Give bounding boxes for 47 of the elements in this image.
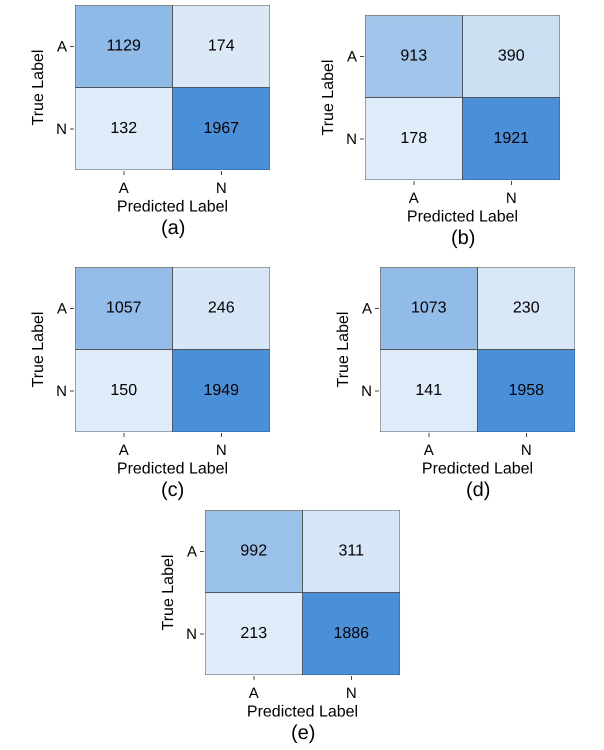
x-axis-title: Predicted Label: [116, 198, 228, 216]
data-label: 150: [110, 382, 138, 399]
x-axis-title: Predicted Label: [422, 460, 534, 478]
text: (d): [466, 479, 490, 501]
text: (e): [291, 722, 316, 744]
y-axis-title: True Label: [335, 312, 352, 388]
data-label: 178: [400, 130, 428, 147]
data-label: 1129: [106, 37, 142, 54]
y-tick-label: N: [56, 383, 67, 400]
data-label: 390: [498, 47, 525, 64]
y-axis-title: True Label: [320, 60, 338, 136]
data-label: 1057: [106, 299, 142, 316]
x-tick-label: N: [216, 180, 227, 197]
y-axis-title: True Label: [160, 554, 178, 630]
data-label: 230: [512, 299, 540, 316]
x-tick-label: A: [118, 180, 129, 197]
data-label: 132: [110, 120, 138, 137]
x-tick-label: A: [408, 190, 419, 207]
y-tick-label: A: [56, 300, 67, 318]
data-label: 1967: [203, 120, 240, 137]
data-label: 141: [415, 382, 442, 399]
data-label: 246: [208, 299, 235, 316]
text: (a): [161, 217, 186, 239]
y-axis-title: True Label: [30, 50, 48, 126]
data-label: 311: [338, 542, 364, 560]
x-axis-title: Predicted Label: [406, 208, 518, 226]
text: (b): [451, 227, 476, 249]
data-label: 992: [240, 542, 268, 560]
data-label: 213: [240, 624, 268, 642]
x-axis-title: Predicted Label: [116, 460, 228, 478]
y-axis-title: True Label: [30, 312, 48, 388]
data-label: 174: [208, 37, 235, 54]
data-label: 1073: [410, 299, 447, 316]
y-tick-label: A: [56, 38, 67, 56]
x-tick-label: A: [424, 442, 434, 459]
data-label: 1921: [493, 130, 530, 147]
x-tick-label: N: [520, 442, 532, 459]
data-label: 1949: [203, 382, 240, 399]
data-label: 1958: [508, 382, 544, 399]
x-axis-title: Predicted Label: [246, 704, 358, 721]
data-label: 913: [400, 47, 428, 64]
x-tick-label: N: [216, 442, 227, 459]
data-label: 1886: [333, 624, 370, 642]
x-tick-label: N: [506, 190, 517, 207]
text: (c): [161, 479, 184, 501]
y-tick-label: N: [56, 121, 67, 138]
x-tick-label: A: [118, 442, 129, 459]
